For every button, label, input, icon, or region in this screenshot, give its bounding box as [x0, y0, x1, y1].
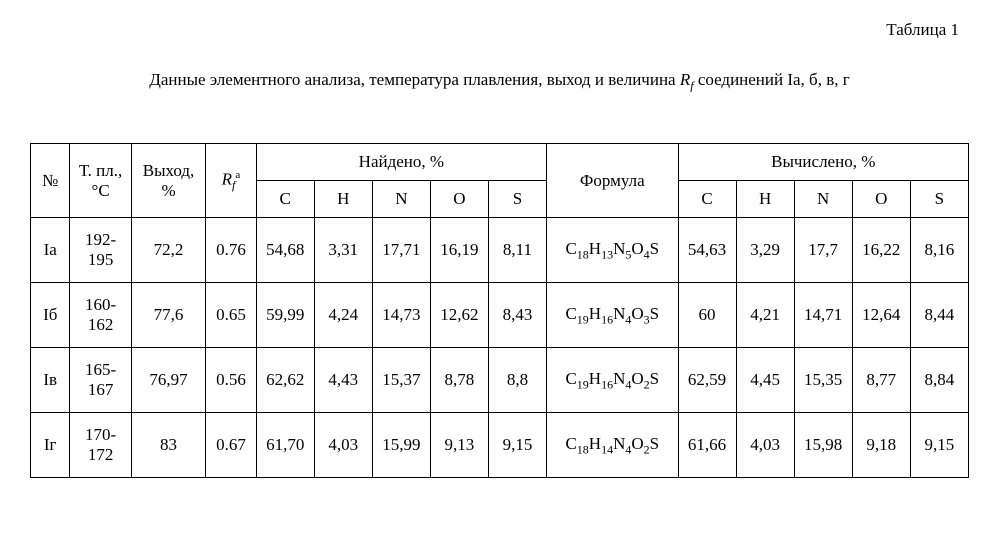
table-number-label: Таблица 1: [30, 20, 959, 40]
cell-num: Iа: [31, 218, 70, 283]
header-found-s: S: [488, 181, 546, 218]
cell-found-h: 4,03: [314, 413, 372, 478]
header-found: Найдено, %: [256, 144, 546, 181]
data-table: № Т. пл., °С Выход, % Rfа Найдено, % Фор…: [30, 143, 969, 478]
cell-calc-n: 15,35: [794, 348, 852, 413]
header-row-1: № Т. пл., °С Выход, % Rfа Найдено, % Фор…: [31, 144, 969, 181]
cell-calc-o: 9,18: [852, 413, 910, 478]
table-body: Iа 192-195 72,2 0.76 54,68 3,31 17,71 16…: [31, 218, 969, 478]
cell-calc-o: 16,22: [852, 218, 910, 283]
header-found-o: O: [430, 181, 488, 218]
cell-calc-o: 8,77: [852, 348, 910, 413]
cell-found-o: 9,13: [430, 413, 488, 478]
cell-yield: 77,6: [131, 283, 206, 348]
cell-num: Iг: [31, 413, 70, 478]
caption-text-post: соединений Iа, б, в, г: [694, 70, 850, 89]
cell-formula: C19H16N4O2S: [547, 348, 678, 413]
header-temp: Т. пл., °С: [70, 144, 131, 218]
cell-found-c: 59,99: [256, 283, 314, 348]
cell-formula: C19H16N4O3S: [547, 283, 678, 348]
cell-found-s: 9,15: [488, 413, 546, 478]
table-row: Iг 170-172 83 0.67 61,70 4,03 15,99 9,13…: [31, 413, 969, 478]
cell-calc-s: 8,16: [910, 218, 968, 283]
table-row: Iб 160-162 77,6 0.65 59,99 4,24 14,73 12…: [31, 283, 969, 348]
cell-calc-n: 17,7: [794, 218, 852, 283]
header-calc-h: H: [736, 181, 794, 218]
cell-calc-n: 15,98: [794, 413, 852, 478]
cell-found-o: 12,62: [430, 283, 488, 348]
header-yield: Выход, %: [131, 144, 206, 218]
header-rf: Rfа: [206, 144, 256, 218]
cell-calc-c: 54,63: [678, 218, 736, 283]
cell-calc-o: 12,64: [852, 283, 910, 348]
cell-found-o: 16,19: [430, 218, 488, 283]
cell-calc-n: 14,71: [794, 283, 852, 348]
cell-found-n: 15,37: [372, 348, 430, 413]
cell-found-h: 4,43: [314, 348, 372, 413]
cell-formula: C18H13N5O4S: [547, 218, 678, 283]
table-caption: Данные элементного анализа, температура …: [30, 70, 969, 93]
cell-found-s: 8,11: [488, 218, 546, 283]
cell-yield: 76,97: [131, 348, 206, 413]
cell-rf: 0.67: [206, 413, 256, 478]
table-row: Iа 192-195 72,2 0.76 54,68 3,31 17,71 16…: [31, 218, 969, 283]
cell-calc-s: 9,15: [910, 413, 968, 478]
header-calc: Вычислено, %: [678, 144, 968, 181]
cell-num: Iв: [31, 348, 70, 413]
cell-num: Iб: [31, 283, 70, 348]
header-found-h: H: [314, 181, 372, 218]
cell-found-h: 4,24: [314, 283, 372, 348]
cell-found-n: 17,71: [372, 218, 430, 283]
header-calc-c: C: [678, 181, 736, 218]
caption-rf-symbol: R: [680, 70, 690, 89]
cell-formula: C18H14N4O2S: [547, 413, 678, 478]
header-formula: Формула: [547, 144, 678, 218]
cell-found-n: 14,73: [372, 283, 430, 348]
cell-calc-c: 62,59: [678, 348, 736, 413]
cell-calc-s: 8,44: [910, 283, 968, 348]
cell-found-s: 8,43: [488, 283, 546, 348]
table-row: Iв 165-167 76,97 0.56 62,62 4,43 15,37 8…: [31, 348, 969, 413]
header-found-c: C: [256, 181, 314, 218]
cell-found-c: 61,70: [256, 413, 314, 478]
header-rf-sup: а: [235, 169, 240, 181]
header-calc-s: S: [910, 181, 968, 218]
header-calc-o: O: [852, 181, 910, 218]
cell-calc-c: 60: [678, 283, 736, 348]
cell-temp: 192-195: [70, 218, 131, 283]
cell-found-h: 3,31: [314, 218, 372, 283]
cell-found-c: 62,62: [256, 348, 314, 413]
cell-temp: 165-167: [70, 348, 131, 413]
cell-yield: 72,2: [131, 218, 206, 283]
cell-rf: 0.56: [206, 348, 256, 413]
cell-temp: 160-162: [70, 283, 131, 348]
cell-rf: 0.65: [206, 283, 256, 348]
cell-found-o: 8,78: [430, 348, 488, 413]
cell-calc-c: 61,66: [678, 413, 736, 478]
cell-found-n: 15,99: [372, 413, 430, 478]
cell-rf: 0.76: [206, 218, 256, 283]
cell-calc-h: 4,03: [736, 413, 794, 478]
caption-text-pre: Данные элементного анализа, температура …: [149, 70, 680, 89]
header-num: №: [31, 144, 70, 218]
header-calc-n: N: [794, 181, 852, 218]
cell-calc-h: 4,45: [736, 348, 794, 413]
cell-calc-s: 8,84: [910, 348, 968, 413]
cell-calc-h: 4,21: [736, 283, 794, 348]
cell-temp: 170-172: [70, 413, 131, 478]
cell-calc-h: 3,29: [736, 218, 794, 283]
header-found-n: N: [372, 181, 430, 218]
cell-yield: 83: [131, 413, 206, 478]
header-rf-symbol: R: [222, 170, 232, 189]
cell-found-c: 54,68: [256, 218, 314, 283]
cell-found-s: 8,8: [488, 348, 546, 413]
